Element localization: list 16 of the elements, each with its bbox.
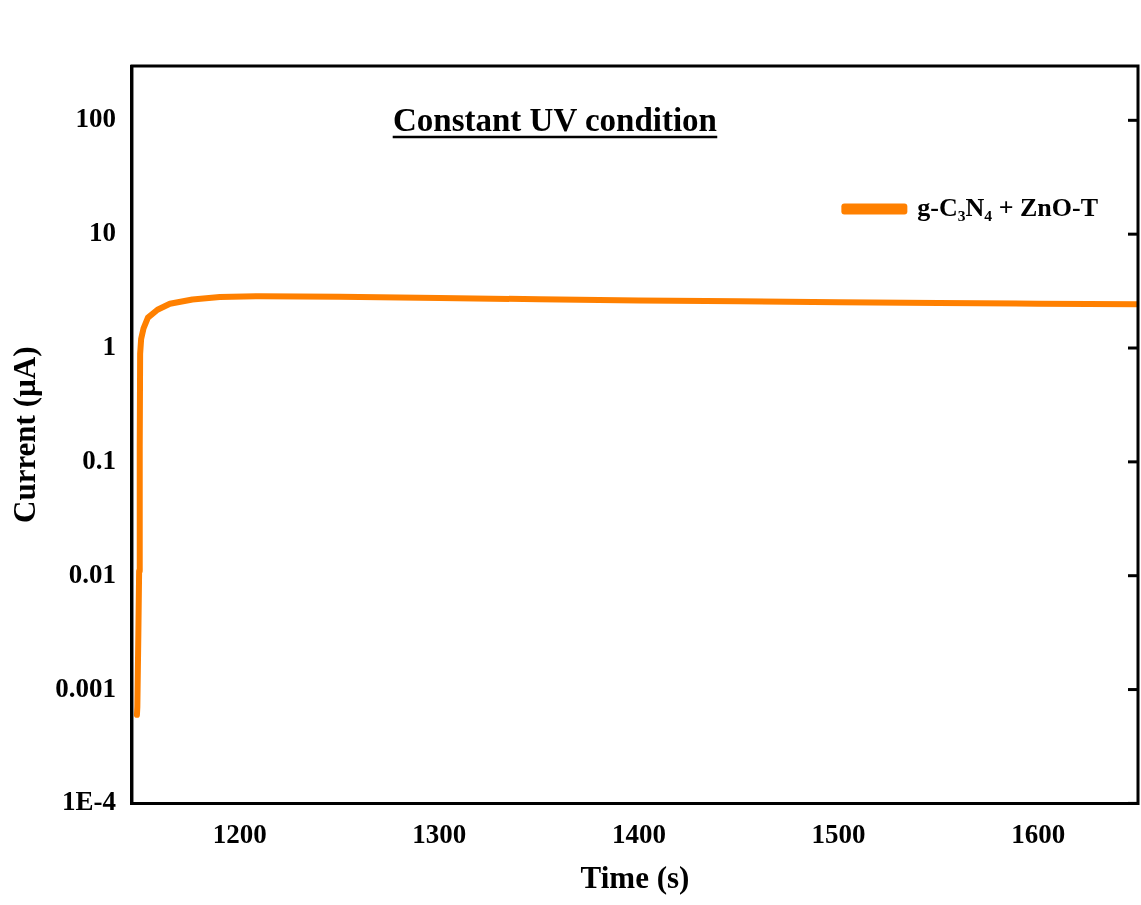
x-axis-title: Time (s) <box>580 860 690 896</box>
y-tick-label: 1E-4 <box>61 786 116 817</box>
x-tick-label: 1200 <box>212 818 267 849</box>
x-tick-label: 1600 <box>1011 818 1066 849</box>
legend-label: g-C₃N₄ + ZnO-T <box>917 192 1099 222</box>
x-tick-label: 1400 <box>611 818 666 849</box>
x-tick-label: 1300 <box>412 818 467 849</box>
text: Constant UV condition <box>392 102 717 138</box>
x-tick-label: 1500 <box>811 818 866 849</box>
y-tick-label: 100 <box>75 103 116 134</box>
y-tick-label: 0.01 <box>68 558 116 589</box>
y-tick-label: 1 <box>102 330 116 361</box>
y-axis-title: Current (µA) <box>6 346 42 523</box>
y-tick-label: 10 <box>88 217 116 248</box>
y-tick-label: 0.1 <box>82 444 116 475</box>
y-tick-label: 0.001 <box>55 672 116 703</box>
